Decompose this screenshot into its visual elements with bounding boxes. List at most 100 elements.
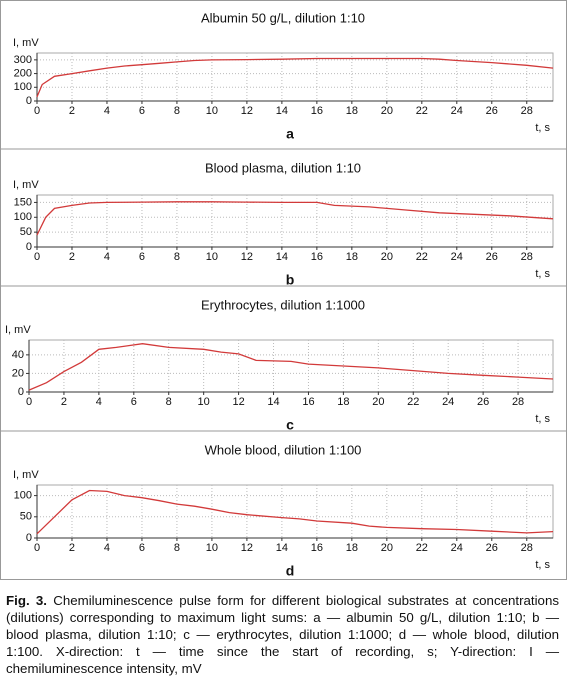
x-axis-label: t, s <box>535 268 550 280</box>
x-tick-label: 12 <box>241 542 253 554</box>
x-tick-label: 24 <box>451 542 463 554</box>
x-tick-label: 12 <box>241 251 253 263</box>
x-tick-label: 24 <box>451 105 463 117</box>
panel-label: b <box>286 272 295 288</box>
x-tick-label: 20 <box>381 251 393 263</box>
x-tick-label: 28 <box>521 542 533 554</box>
y-axis-label: I, mV <box>13 469 39 481</box>
x-tick-label: 18 <box>346 542 358 554</box>
x-tick-label: 6 <box>131 396 137 408</box>
x-tick-label: 8 <box>174 251 180 263</box>
x-tick-label: 6 <box>139 105 145 117</box>
x-tick-label: 0 <box>26 396 32 408</box>
x-tick-label: 26 <box>477 396 489 408</box>
chart-title: Blood plasma, dilution 1:10 <box>205 160 361 175</box>
x-tick-label: 4 <box>96 396 102 408</box>
data-line <box>36 57 554 98</box>
panel-label: a <box>286 126 294 142</box>
x-tick-label: 26 <box>486 542 498 554</box>
x-tick-label: 6 <box>139 542 145 554</box>
y-tick-label: 100 <box>14 81 32 93</box>
plot-area <box>36 194 554 248</box>
x-tick-label: 24 <box>451 251 463 263</box>
caption-label: Fig. 3. <box>6 593 47 608</box>
y-tick-label: 100 <box>14 490 32 502</box>
x-tick-label: 22 <box>407 396 419 408</box>
x-tick-label: 20 <box>381 542 393 554</box>
x-tick-label: 0 <box>34 251 40 263</box>
x-tick-label: 28 <box>521 105 533 117</box>
y-tick-label: 40 <box>12 349 24 361</box>
data-line <box>36 489 554 535</box>
x-tick-label: 28 <box>512 396 524 408</box>
x-tick-label: 6 <box>139 251 145 263</box>
x-tick-label: 16 <box>302 396 314 408</box>
chart-title: Erythrocytes, dilution 1:1000 <box>201 297 365 312</box>
data-line <box>28 343 554 391</box>
x-tick-label: 22 <box>416 251 428 263</box>
x-tick-label: 28 <box>521 251 533 263</box>
panel-label: c <box>286 417 294 433</box>
x-tick-label: 0 <box>34 105 40 117</box>
x-tick-label: 16 <box>311 105 323 117</box>
y-tick-label: 200 <box>14 67 32 79</box>
x-tick-label: 8 <box>166 396 172 408</box>
x-axis-label: t, s <box>535 413 550 425</box>
x-tick-label: 22 <box>416 542 428 554</box>
x-tick-label: 14 <box>267 396 279 408</box>
x-tick-label: 16 <box>311 251 323 263</box>
x-tick-label: 20 <box>381 105 393 117</box>
chart-title: Whole blood, dilution 1:100 <box>205 442 362 457</box>
x-axis-label: t, s <box>535 122 550 134</box>
caption-text: Chemiluminescence pulse form for differe… <box>6 593 559 676</box>
x-tick-label: 10 <box>206 542 218 554</box>
x-tick-label: 12 <box>232 396 244 408</box>
y-tick-label: 0 <box>18 386 24 398</box>
x-tick-label: 4 <box>104 542 110 554</box>
x-tick-label: 14 <box>276 251 288 263</box>
x-tick-label: 14 <box>276 105 288 117</box>
x-tick-label: 2 <box>61 396 67 408</box>
x-tick-label: 18 <box>337 396 349 408</box>
y-tick-label: 0 <box>26 95 32 107</box>
x-tick-label: 10 <box>206 105 218 117</box>
chart-title: Albumin 50 g/L, dilution 1:10 <box>201 10 365 25</box>
caption: Fig. 3. Chemiluminescence pulse form for… <box>6 592 559 677</box>
x-tick-label: 20 <box>372 396 384 408</box>
x-tick-label: 0 <box>34 542 40 554</box>
x-tick-label: 16 <box>311 542 323 554</box>
charts: Albumin 50 g/L, dilution 1:10 I, mV t, s a 0… <box>0 0 567 580</box>
x-tick-label: 4 <box>104 105 110 117</box>
x-tick-label: 10 <box>198 396 210 408</box>
y-tick-label: 20 <box>12 367 24 379</box>
x-axis-label: t, s <box>535 559 550 571</box>
y-tick-label: 150 <box>14 196 32 208</box>
x-tick-label: 8 <box>174 105 180 117</box>
y-tick-label: 0 <box>26 532 32 544</box>
y-tick-label: 100 <box>14 211 32 223</box>
x-tick-label: 26 <box>486 105 498 117</box>
x-tick-label: 4 <box>104 251 110 263</box>
y-tick-label: 300 <box>14 54 32 66</box>
x-tick-label: 18 <box>346 105 358 117</box>
data-line <box>36 201 554 236</box>
x-tick-label: 2 <box>69 251 75 263</box>
x-tick-label: 26 <box>486 251 498 263</box>
plot-area <box>36 484 554 539</box>
x-tick-label: 2 <box>69 105 75 117</box>
y-tick-label: 50 <box>20 226 32 238</box>
y-tick-label: 0 <box>26 241 32 253</box>
y-axis-label: I, mV <box>13 179 39 191</box>
y-axis-label: I, mV <box>5 324 31 336</box>
x-tick-label: 18 <box>346 251 358 263</box>
x-tick-label: 22 <box>416 105 428 117</box>
x-tick-label: 8 <box>174 542 180 554</box>
y-tick-label: 50 <box>20 511 32 523</box>
x-tick-label: 24 <box>442 396 454 408</box>
x-tick-label: 14 <box>276 542 288 554</box>
x-tick-label: 2 <box>69 542 75 554</box>
x-tick-label: 10 <box>206 251 218 263</box>
x-tick-label: 12 <box>241 105 253 117</box>
y-axis-label: I, mV <box>13 37 39 49</box>
